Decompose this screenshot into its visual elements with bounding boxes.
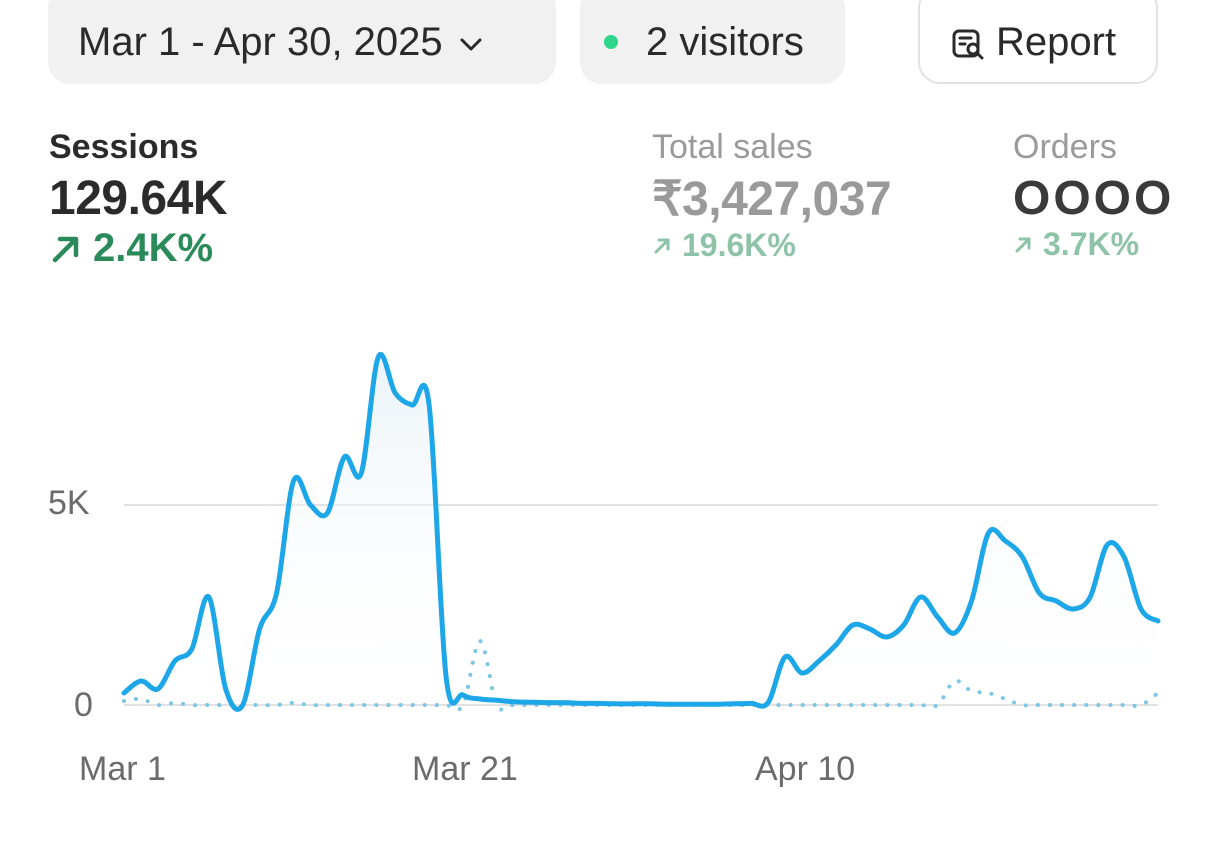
arrow-up-right-icon — [52, 236, 79, 262]
orders-change-value: 3.7K% — [1043, 226, 1140, 262]
orders-change: 3.7K% — [1013, 226, 1174, 263]
total-sales-value: ₹3,427,037 — [652, 173, 892, 226]
x-tick-label: Mar 21 — [412, 750, 518, 788]
sessions-change: 2.4K% — [49, 226, 227, 271]
live-indicator-dot — [604, 35, 618, 49]
report-label: Report — [996, 19, 1117, 64]
visitors-count: 2 visitors — [646, 19, 804, 64]
sessions-label: Sessions — [49, 128, 199, 166]
y-tick-label: 0 — [74, 686, 93, 724]
total-sales-change: 19.6K% — [652, 227, 891, 264]
live-visitors-badge[interactable]: 2 visitors — [580, 0, 845, 84]
report-search-icon — [952, 29, 984, 60]
sessions-metric[interactable]: Sessions 129.64K 2.4K% — [49, 128, 227, 271]
sessions-series-line — [121, 351, 1161, 712]
chevron-down-icon — [460, 38, 482, 51]
y-tick-label: 5K — [48, 484, 90, 522]
sessions-value: 129.64K — [49, 172, 227, 225]
sessions-change-value: 2.4K% — [93, 226, 214, 270]
arrow-up-right-icon — [1015, 237, 1031, 252]
report-button[interactable]: Report — [918, 0, 1158, 84]
x-tick-label: Apr 10 — [755, 750, 856, 788]
orders-label: Orders — [1013, 128, 1117, 166]
date-range-selector[interactable]: Mar 1 - Apr 30, 2025 — [48, 0, 556, 84]
total-sales-metric[interactable]: Total sales ₹3,427,037 19.6K% — [652, 128, 892, 264]
x-tick-label: Mar 1 — [79, 750, 166, 788]
date-range-label: Mar 1 - Apr 30, 2025 — [78, 19, 443, 64]
sessions-area — [124, 354, 1158, 710]
total-sales-change-value: 19.6K% — [682, 227, 796, 263]
total-sales-label: Total sales — [652, 128, 813, 166]
orders-metric[interactable]: Orders OOOO 3.7K% — [1013, 128, 1174, 263]
arrow-up-right-icon — [654, 238, 670, 253]
orders-value: OOOO — [1013, 172, 1175, 225]
